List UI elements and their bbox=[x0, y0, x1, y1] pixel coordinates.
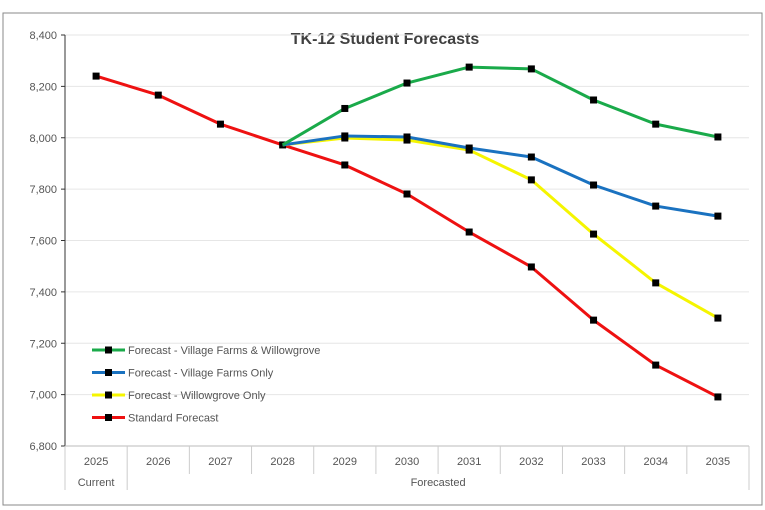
y-tick-label: 7,800 bbox=[29, 184, 57, 196]
data-point-marker bbox=[714, 212, 722, 220]
data-point-marker bbox=[527, 176, 535, 184]
x-tick-label: 2029 bbox=[333, 456, 357, 468]
data-point-marker bbox=[527, 263, 535, 271]
x-tick-label: 2030 bbox=[395, 456, 419, 468]
y-tick-label: 8,000 bbox=[29, 133, 57, 145]
x-tick-label: 2034 bbox=[643, 456, 667, 468]
data-point-marker bbox=[465, 63, 473, 71]
x-tick-label: 2032 bbox=[519, 456, 543, 468]
legend-marker bbox=[105, 414, 112, 421]
x-tick-label: 2033 bbox=[581, 456, 605, 468]
data-point-marker bbox=[341, 104, 349, 112]
data-point-marker bbox=[92, 72, 100, 80]
data-point-marker bbox=[341, 132, 349, 140]
y-tick-label: 8,200 bbox=[29, 81, 57, 93]
data-point-marker bbox=[590, 181, 598, 189]
data-point-marker bbox=[403, 190, 411, 198]
data-point-marker bbox=[652, 202, 660, 210]
x-tick-label: 2026 bbox=[146, 456, 170, 468]
legend-marker bbox=[105, 346, 112, 354]
legend-marker bbox=[105, 391, 112, 399]
data-point-marker bbox=[652, 120, 660, 128]
data-point-marker bbox=[714, 314, 722, 322]
data-point-marker bbox=[465, 228, 473, 236]
x-group-label: Forecasted bbox=[411, 477, 466, 489]
data-point-marker bbox=[590, 316, 598, 324]
x-tick-label: 2025 bbox=[84, 456, 108, 468]
y-tick-label: 7,400 bbox=[29, 287, 57, 299]
data-point-marker bbox=[652, 361, 660, 369]
data-point-marker bbox=[154, 91, 162, 99]
x-tick-label: 2028 bbox=[270, 456, 294, 468]
data-point-marker bbox=[341, 161, 349, 169]
x-tick-label: 2031 bbox=[457, 456, 481, 468]
data-point-marker bbox=[590, 96, 598, 104]
data-point-marker bbox=[652, 279, 660, 287]
data-point-marker bbox=[216, 120, 224, 128]
chart-frame bbox=[2, 12, 763, 506]
data-point-marker bbox=[403, 79, 411, 87]
x-tick-label: 2035 bbox=[706, 456, 730, 468]
chart-title: TK-12 Student Forecasts bbox=[291, 31, 480, 48]
y-tick-label: 7,000 bbox=[29, 390, 57, 402]
series-line bbox=[281, 65, 719, 147]
x-tick-label: 2027 bbox=[208, 456, 232, 468]
data-point-marker bbox=[714, 133, 722, 141]
y-tick-label: 7,200 bbox=[29, 338, 57, 350]
data-point-marker bbox=[403, 133, 411, 141]
y-tick-label: 7,600 bbox=[29, 236, 57, 248]
legend-label: Forecast - Village Farms Only bbox=[128, 368, 274, 380]
series-line bbox=[282, 134, 719, 218]
data-point-marker bbox=[527, 65, 535, 73]
series-line bbox=[282, 136, 719, 320]
data-point-marker bbox=[527, 153, 535, 161]
x-group-label: Current bbox=[78, 477, 115, 489]
y-tick-label: 8,400 bbox=[29, 30, 57, 42]
data-point-marker bbox=[714, 393, 722, 401]
legend-marker bbox=[105, 369, 112, 376]
y-tick-label: 6,800 bbox=[29, 441, 57, 453]
data-point-marker bbox=[590, 230, 598, 238]
legend-label: Forecast - Village Farms & Willowgrove bbox=[128, 345, 320, 357]
legend-label: Forecast - Willowgrove Only bbox=[128, 390, 266, 402]
data-point-marker bbox=[465, 144, 473, 152]
legend-label: Standard Forecast bbox=[128, 413, 219, 425]
